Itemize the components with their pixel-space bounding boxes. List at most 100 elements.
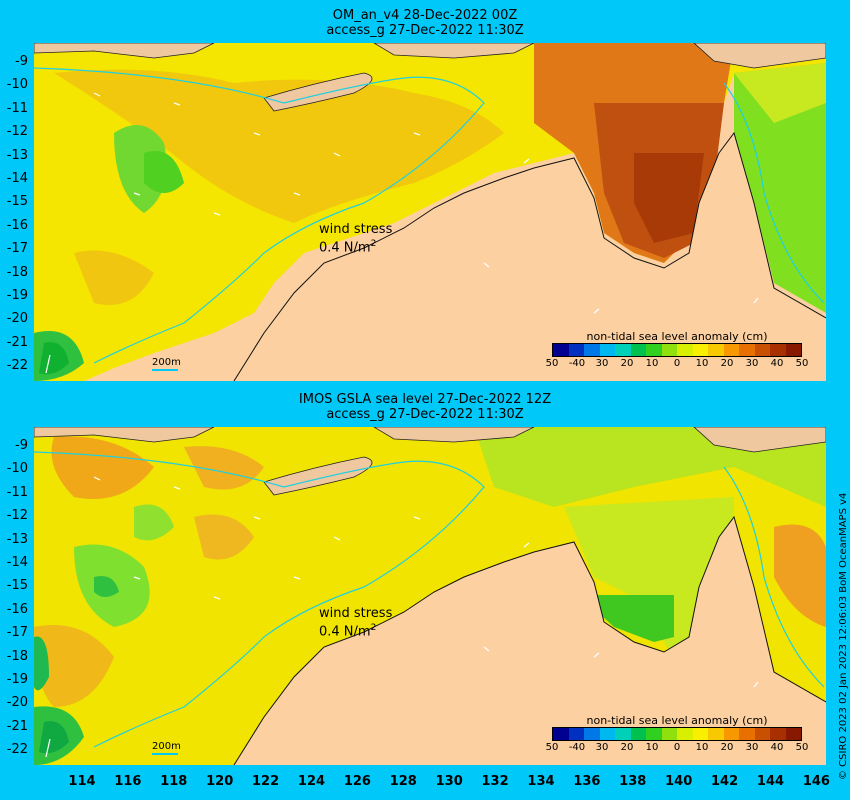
panel1-map-graphic — [34, 43, 826, 381]
colorbar-swatch — [770, 728, 786, 740]
panel2-wind-stress-value: 0.4 N/m2 — [319, 623, 377, 640]
colorbar-swatch — [553, 728, 569, 740]
colorbar-swatch — [785, 344, 801, 356]
colorbar-swatch — [708, 344, 724, 356]
y-tick-label: -19 — [6, 288, 28, 303]
colorbar-swatch — [677, 728, 693, 740]
colorbar-swatch — [739, 728, 755, 740]
colorbar-swatch — [708, 728, 724, 740]
panel1-colorbar-ticks: 50 -40 30 20 10 0 10 20 30 40 50 — [546, 357, 809, 370]
x-tick-label: 144 — [756, 774, 785, 789]
x-tick-label: 118 — [160, 774, 188, 789]
y-tick-label: -9 — [15, 54, 28, 69]
y-tick-label: -19 — [6, 672, 28, 687]
y-tick-label: -16 — [6, 601, 28, 617]
colorbar-tick: 10 — [645, 358, 659, 369]
y-tick-label: -17 — [6, 625, 28, 641]
x-tick-label: 128 — [389, 774, 417, 789]
colorbar-tick: -40 — [568, 742, 586, 753]
y-tick-label: -20 — [6, 311, 28, 327]
panel1-colorbar: non-tidal sea level anomaly (cm) 50 -40 30… — [546, 330, 809, 370]
colorbar-tick: 10 — [645, 742, 659, 753]
colorbar-tick: 0 — [673, 358, 681, 369]
x-tick-label: 132 — [481, 774, 509, 789]
panel1-title-line2: access_g 27-Dec-2022 11:30Z — [326, 23, 524, 38]
panel1-bathymetry-line — [152, 369, 178, 371]
colorbar-swatch — [568, 728, 584, 740]
x-tick-label: 116 — [114, 774, 142, 789]
y-tick-label: -13 — [6, 147, 28, 163]
colorbar-swatch — [754, 728, 770, 740]
colorbar-swatch — [630, 344, 646, 356]
colorbar-tick: 20 — [720, 358, 734, 369]
colorbar-swatch — [785, 728, 801, 740]
y-tick-label: -12 — [6, 508, 28, 524]
panel1-colorbar-title: non-tidal sea level anomaly (cm) — [586, 330, 768, 343]
colorbar-tick: 10 — [695, 742, 709, 753]
colorbar-tick: 20 — [620, 358, 634, 369]
panel2-bathymetry-line — [152, 753, 178, 755]
panel2-map-graphic — [34, 427, 826, 765]
panel2-colorbar-strip — [552, 727, 802, 741]
colorbar-swatch — [646, 344, 662, 356]
y-tick-label: -14 — [6, 555, 28, 570]
panel1-colorbar-strip — [552, 343, 802, 357]
y-tick-label: -20 — [6, 695, 28, 711]
colorbar-tick: 30 — [595, 742, 609, 753]
colorbar-tick: 50 — [795, 358, 809, 369]
colorbar-swatch — [754, 344, 770, 356]
y-tick-label: -11 — [6, 484, 28, 500]
y-tick-label: -22 — [6, 358, 28, 374]
y-tick-label: -11 — [6, 100, 28, 116]
x-tick-label: 138 — [619, 774, 647, 789]
colorbar-tick: 0 — [673, 742, 681, 753]
panel2-map — [34, 427, 826, 765]
y-tick-label: -18 — [6, 264, 28, 280]
y-tick-label: -18 — [6, 648, 28, 664]
x-tick-label: 124 — [297, 774, 326, 789]
colorbar-tick: 30 — [745, 358, 759, 369]
x-tick-label: 136 — [573, 774, 601, 789]
y-tick-label: -17 — [6, 241, 28, 257]
panel2-colorbar: non-tidal sea level anomaly (cm) 50 -40 30… — [546, 714, 809, 754]
colorbar-swatch — [661, 344, 677, 356]
x-tick-label: 130 — [435, 774, 463, 789]
y-tick-label: -10 — [6, 77, 28, 93]
colorbar-tick: 50 — [545, 742, 559, 753]
colorbar-swatch — [723, 344, 739, 356]
colorbar-swatch — [692, 728, 708, 740]
colorbar-swatch — [615, 344, 631, 356]
colorbar-swatch — [599, 344, 615, 356]
y-tick-label: -13 — [6, 531, 28, 547]
colorbar-tick: -40 — [568, 358, 586, 369]
panel1-title-line1: OM_an_v4 28-Dec-2022 00Z — [332, 8, 518, 23]
colorbar-tick: 50 — [795, 742, 809, 753]
y-tick-label: -21 — [6, 718, 28, 734]
x-tick-label: 146 — [802, 774, 830, 789]
y-tick-label: -15 — [6, 194, 28, 210]
colorbar-swatch — [584, 728, 600, 740]
colorbar-swatch — [630, 728, 646, 740]
colorbar-tick: 20 — [720, 742, 734, 753]
credit-text: © CSIRO 2023 02 Jan 2023 12:06:03 BoM Oc… — [838, 492, 849, 780]
panel2-title-line2: access_g 27-Dec-2022 11:30Z — [326, 407, 524, 422]
colorbar-swatch — [723, 728, 739, 740]
x-tick-label: 142 — [711, 774, 739, 789]
colorbar-swatch — [677, 344, 693, 356]
colorbar-tick: 30 — [595, 358, 609, 369]
y-tick-label: -14 — [6, 171, 28, 186]
panel2-wind-stress-label: wind stress — [319, 606, 393, 621]
x-tick-label: 114 — [68, 774, 96, 789]
x-tick-label: 122 — [252, 774, 280, 789]
y-tick-label: -22 — [6, 742, 28, 758]
colorbar-swatch — [692, 344, 708, 356]
x-tick-label: 126 — [343, 774, 371, 789]
y-tick-label: -15 — [6, 578, 28, 594]
colorbar-swatch — [568, 344, 584, 356]
y-tick-label: -16 — [6, 217, 28, 233]
colorbar-tick: 40 — [770, 742, 784, 753]
colorbar-tick: 20 — [620, 742, 634, 753]
panel2-title-line1: IMOS GSLA sea level 27-Dec-2022 12Z — [298, 392, 552, 407]
colorbar-swatch — [553, 344, 569, 356]
panel1-bathymetry-label: 200m — [152, 357, 181, 368]
